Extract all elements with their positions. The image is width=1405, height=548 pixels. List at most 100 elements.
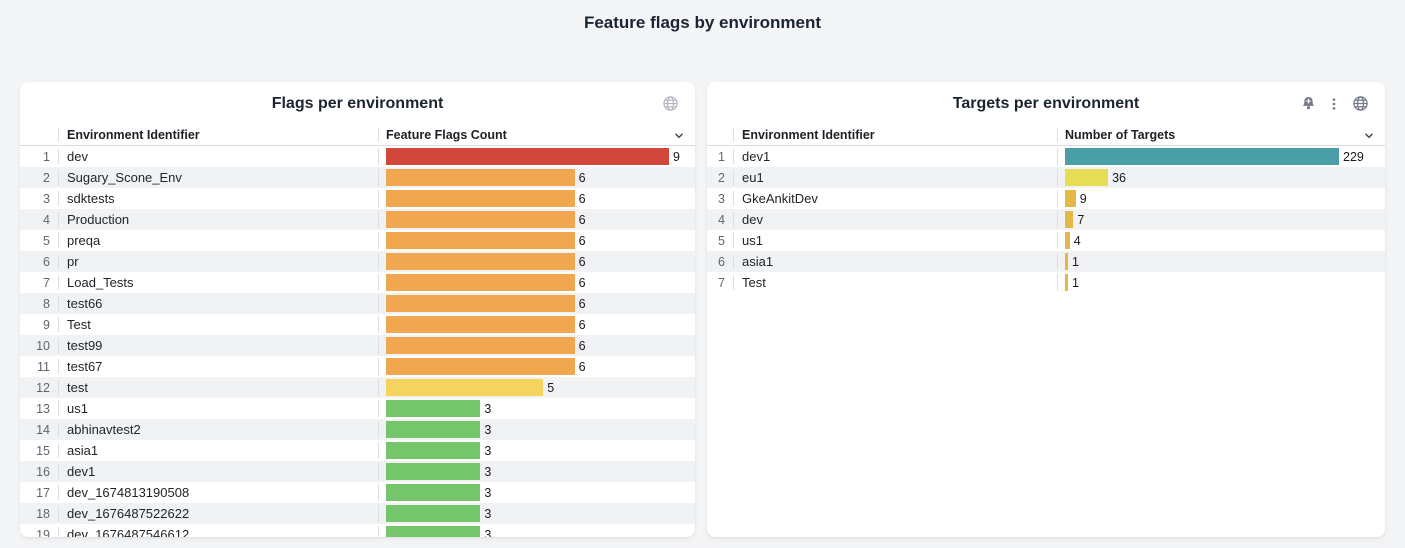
table-row: 3 GkeAnkitDev 9 bbox=[707, 188, 1385, 209]
value-label: 6 bbox=[578, 170, 586, 185]
bar-cell: 3 bbox=[378, 421, 695, 438]
column-header-count[interactable]: Feature Flags Count bbox=[378, 128, 695, 142]
table-row: 4 Production 6 bbox=[20, 209, 695, 230]
bar-cell: 6 bbox=[378, 232, 695, 249]
bar-cell: 3 bbox=[378, 463, 695, 480]
table-row: 2 eu1 36 bbox=[707, 167, 1385, 188]
environment-name: dev bbox=[58, 149, 378, 164]
table-row: 18 dev_1676487522622 3 bbox=[20, 503, 695, 524]
panel-flags-per-environment: Flags per environment bbox=[20, 82, 695, 537]
row-index: 5 bbox=[718, 233, 725, 248]
panel-header-icons bbox=[662, 82, 679, 125]
value-bar bbox=[386, 484, 481, 501]
globe-icon bbox=[662, 95, 679, 112]
table-row: 16 dev1 3 bbox=[20, 461, 695, 482]
value-label: 3 bbox=[484, 464, 492, 479]
bar-cell: 1 bbox=[1057, 274, 1385, 291]
value-label: 229 bbox=[1343, 149, 1364, 164]
panel-header: Targets per environment bbox=[707, 82, 1385, 125]
table-row: 9 Test 6 bbox=[20, 314, 695, 335]
value-bar bbox=[386, 505, 481, 522]
column-header-count[interactable]: Number of Targets bbox=[1057, 128, 1385, 142]
table-row: 12 test 5 bbox=[20, 377, 695, 398]
row-index: 3 bbox=[43, 191, 50, 206]
environment-name: dev_1676487522622 bbox=[58, 506, 378, 521]
column-header-environment[interactable]: Environment Identifier bbox=[58, 128, 378, 142]
table-row: 1 dev1 229 bbox=[707, 146, 1385, 167]
row-index: 18 bbox=[36, 506, 50, 521]
value-bar bbox=[386, 295, 575, 312]
bar-cell: 3 bbox=[378, 442, 695, 459]
row-index: 19 bbox=[36, 527, 50, 538]
row-index: 1 bbox=[43, 149, 50, 164]
environment-name: pr bbox=[58, 254, 378, 269]
value-bar bbox=[386, 442, 481, 459]
row-index: 1 bbox=[718, 149, 725, 164]
table-row: 5 preqa 6 bbox=[20, 230, 695, 251]
value-label: 6 bbox=[578, 212, 586, 227]
value-label: 3 bbox=[484, 443, 492, 458]
table-row: 19 dev_1676487546612 3 bbox=[20, 524, 695, 537]
row-index: 7 bbox=[718, 275, 725, 290]
chevron-down-icon[interactable] bbox=[1362, 129, 1376, 143]
value-bar bbox=[1065, 190, 1076, 207]
row-index: 17 bbox=[36, 485, 50, 500]
environment-name: Load_Tests bbox=[58, 275, 378, 290]
table-row: 14 abhinavtest2 3 bbox=[20, 419, 695, 440]
table-row: 3 sdktests 6 bbox=[20, 188, 695, 209]
value-bar bbox=[386, 169, 575, 186]
environment-name: test67 bbox=[58, 359, 378, 374]
table-row: 15 asia1 3 bbox=[20, 440, 695, 461]
bar-cell: 4 bbox=[1057, 232, 1385, 249]
bar-cell: 3 bbox=[378, 526, 695, 537]
value-label: 9 bbox=[1079, 191, 1087, 206]
row-index: 7 bbox=[43, 275, 50, 290]
kebab-menu-icon[interactable] bbox=[1327, 97, 1341, 111]
environment-name: Test bbox=[58, 317, 378, 332]
row-index: 12 bbox=[36, 380, 50, 395]
column-header-environment[interactable]: Environment Identifier bbox=[733, 128, 1057, 142]
chevron-down-icon[interactable] bbox=[672, 129, 686, 143]
value-label: 3 bbox=[484, 527, 492, 538]
value-bar bbox=[386, 232, 575, 249]
value-label: 6 bbox=[578, 191, 586, 206]
value-bar bbox=[386, 400, 481, 417]
row-index: 3 bbox=[718, 191, 725, 206]
environment-name: asia1 bbox=[733, 254, 1057, 269]
value-label: 3 bbox=[484, 485, 492, 500]
value-bar bbox=[386, 526, 481, 537]
value-bar bbox=[386, 337, 575, 354]
environment-name: us1 bbox=[58, 401, 378, 416]
row-index: 15 bbox=[36, 443, 50, 458]
row-index: 6 bbox=[718, 254, 725, 269]
table-header: Environment Identifier Feature Flags Cou… bbox=[20, 125, 695, 146]
environment-name: dev1 bbox=[733, 149, 1057, 164]
value-bar bbox=[386, 274, 575, 291]
table-row: 13 us1 3 bbox=[20, 398, 695, 419]
row-index: 4 bbox=[43, 212, 50, 227]
value-bar bbox=[386, 463, 481, 480]
environment-name: sdktests bbox=[58, 191, 378, 206]
table-row: 5 us1 4 bbox=[707, 230, 1385, 251]
environment-name: GkeAnkitDev bbox=[733, 191, 1057, 206]
value-label: 3 bbox=[484, 422, 492, 437]
environment-name: asia1 bbox=[58, 443, 378, 458]
panel-title[interactable]: Flags per environment bbox=[271, 94, 444, 112]
row-index: 4 bbox=[718, 212, 725, 227]
value-bar bbox=[1065, 253, 1068, 270]
page-title: Feature flags by environment bbox=[583, 13, 822, 32]
row-index: 5 bbox=[43, 233, 50, 248]
table-body: 1 dev 9 2 Sugary_Scone_Env 6 3 sdktests 6 4 Produc… bbox=[20, 146, 695, 537]
bar-cell: 6 bbox=[378, 316, 695, 333]
bar-cell: 3 bbox=[378, 505, 695, 522]
table-row: 6 pr 6 bbox=[20, 251, 695, 272]
panel-title[interactable]: Targets per environment bbox=[952, 94, 1140, 112]
row-index: 8 bbox=[43, 296, 50, 311]
environment-name: Production bbox=[58, 212, 378, 227]
value-label: 6 bbox=[578, 233, 586, 248]
value-bar bbox=[1065, 232, 1070, 249]
environment-name: dev1 bbox=[58, 464, 378, 479]
bar-cell: 1 bbox=[1057, 253, 1385, 270]
row-index: 14 bbox=[36, 422, 50, 437]
value-label: 1 bbox=[1072, 254, 1079, 269]
